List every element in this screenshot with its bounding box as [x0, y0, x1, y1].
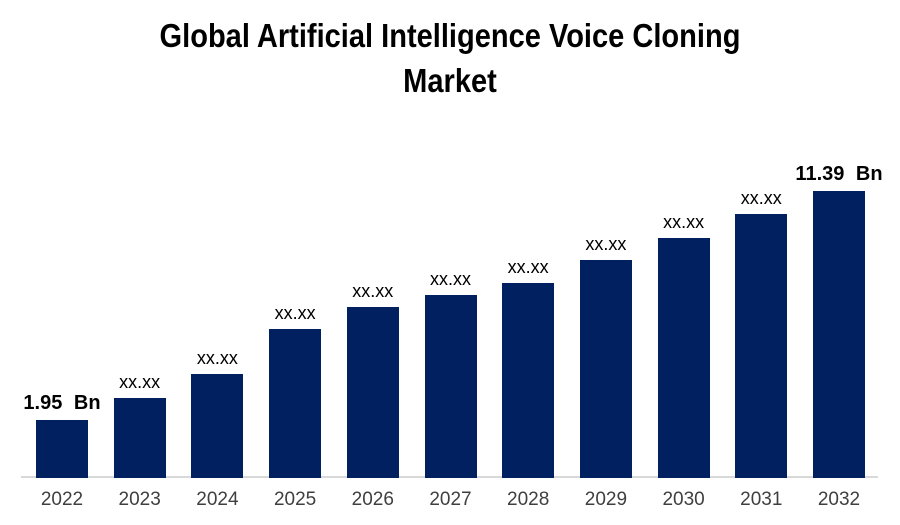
bar-2031: xx.xx	[735, 188, 788, 478]
bar-value-label-2027: xx.xx	[429, 269, 471, 290]
bar-value-label-2026: xx.xx	[352, 281, 394, 302]
x-tick-2032: 2032	[817, 489, 861, 510]
bar-rect-2029	[579, 260, 632, 478]
bar-rect-2032	[813, 191, 865, 478]
bar-2029: xx.xx	[579, 234, 632, 478]
bar-2032: 11.39 Bn	[795, 163, 883, 478]
bar-rect-2031	[735, 214, 788, 478]
bar-rect-2022	[36, 420, 88, 478]
x-tick-2027: 2027	[429, 489, 472, 510]
bar-value-label-2030: xx.xx	[663, 212, 705, 233]
bar-2028: xx.xx	[502, 257, 555, 478]
bar-rect-2026	[346, 307, 399, 478]
bar-2027: xx.xx	[424, 269, 477, 478]
chart-title-line1: Global Artificial Intelligence Voice Clo…	[159, 17, 741, 54]
x-tick-2025: 2025	[273, 489, 317, 510]
bar-rect-2024	[191, 374, 244, 478]
bar-rect-2027	[424, 295, 477, 478]
bar-value-label-2032: 11.39 Bn	[795, 163, 883, 185]
bar-2023: xx.xx	[113, 372, 166, 478]
bar-2026: xx.xx	[346, 281, 399, 478]
bar-value-label-2024: xx.xx	[196, 348, 238, 369]
x-tick-2029: 2029	[584, 489, 628, 510]
bar-value-label-2023: xx.xx	[119, 372, 161, 393]
bar-rect-2023	[113, 398, 166, 478]
bar-value-label-2022: 1.95 Bn	[23, 392, 101, 414]
x-tick-2022: 2022	[40, 489, 84, 510]
bar-rect-2030	[657, 238, 710, 478]
bar-2030: xx.xx	[657, 212, 710, 478]
bar-rect-2025	[269, 329, 322, 478]
x-tick-2024: 2024	[196, 489, 239, 510]
bar-2025: xx.xx	[269, 303, 322, 478]
x-tick-2026: 2026	[351, 489, 394, 510]
bar-2024: xx.xx	[191, 348, 244, 478]
bar-value-label-2025: xx.xx	[274, 303, 316, 324]
x-tick-2031: 2031	[740, 489, 783, 510]
bar-value-label-2028: xx.xx	[507, 257, 549, 278]
bar-value-label-2029: xx.xx	[585, 234, 627, 255]
x-tick-2023: 2023	[118, 489, 161, 510]
bar-rect-2028	[502, 283, 555, 478]
x-tick-2028: 2028	[507, 489, 550, 510]
chart-title-line2: Market	[403, 62, 497, 99]
x-tick-2030: 2030	[662, 489, 705, 510]
bar-2022: 1.95 Bn	[23, 392, 101, 478]
chart-title: Global Artificial Intelligence Voice Clo…	[54, 13, 846, 103]
bar-value-label-2031: xx.xx	[740, 188, 782, 209]
